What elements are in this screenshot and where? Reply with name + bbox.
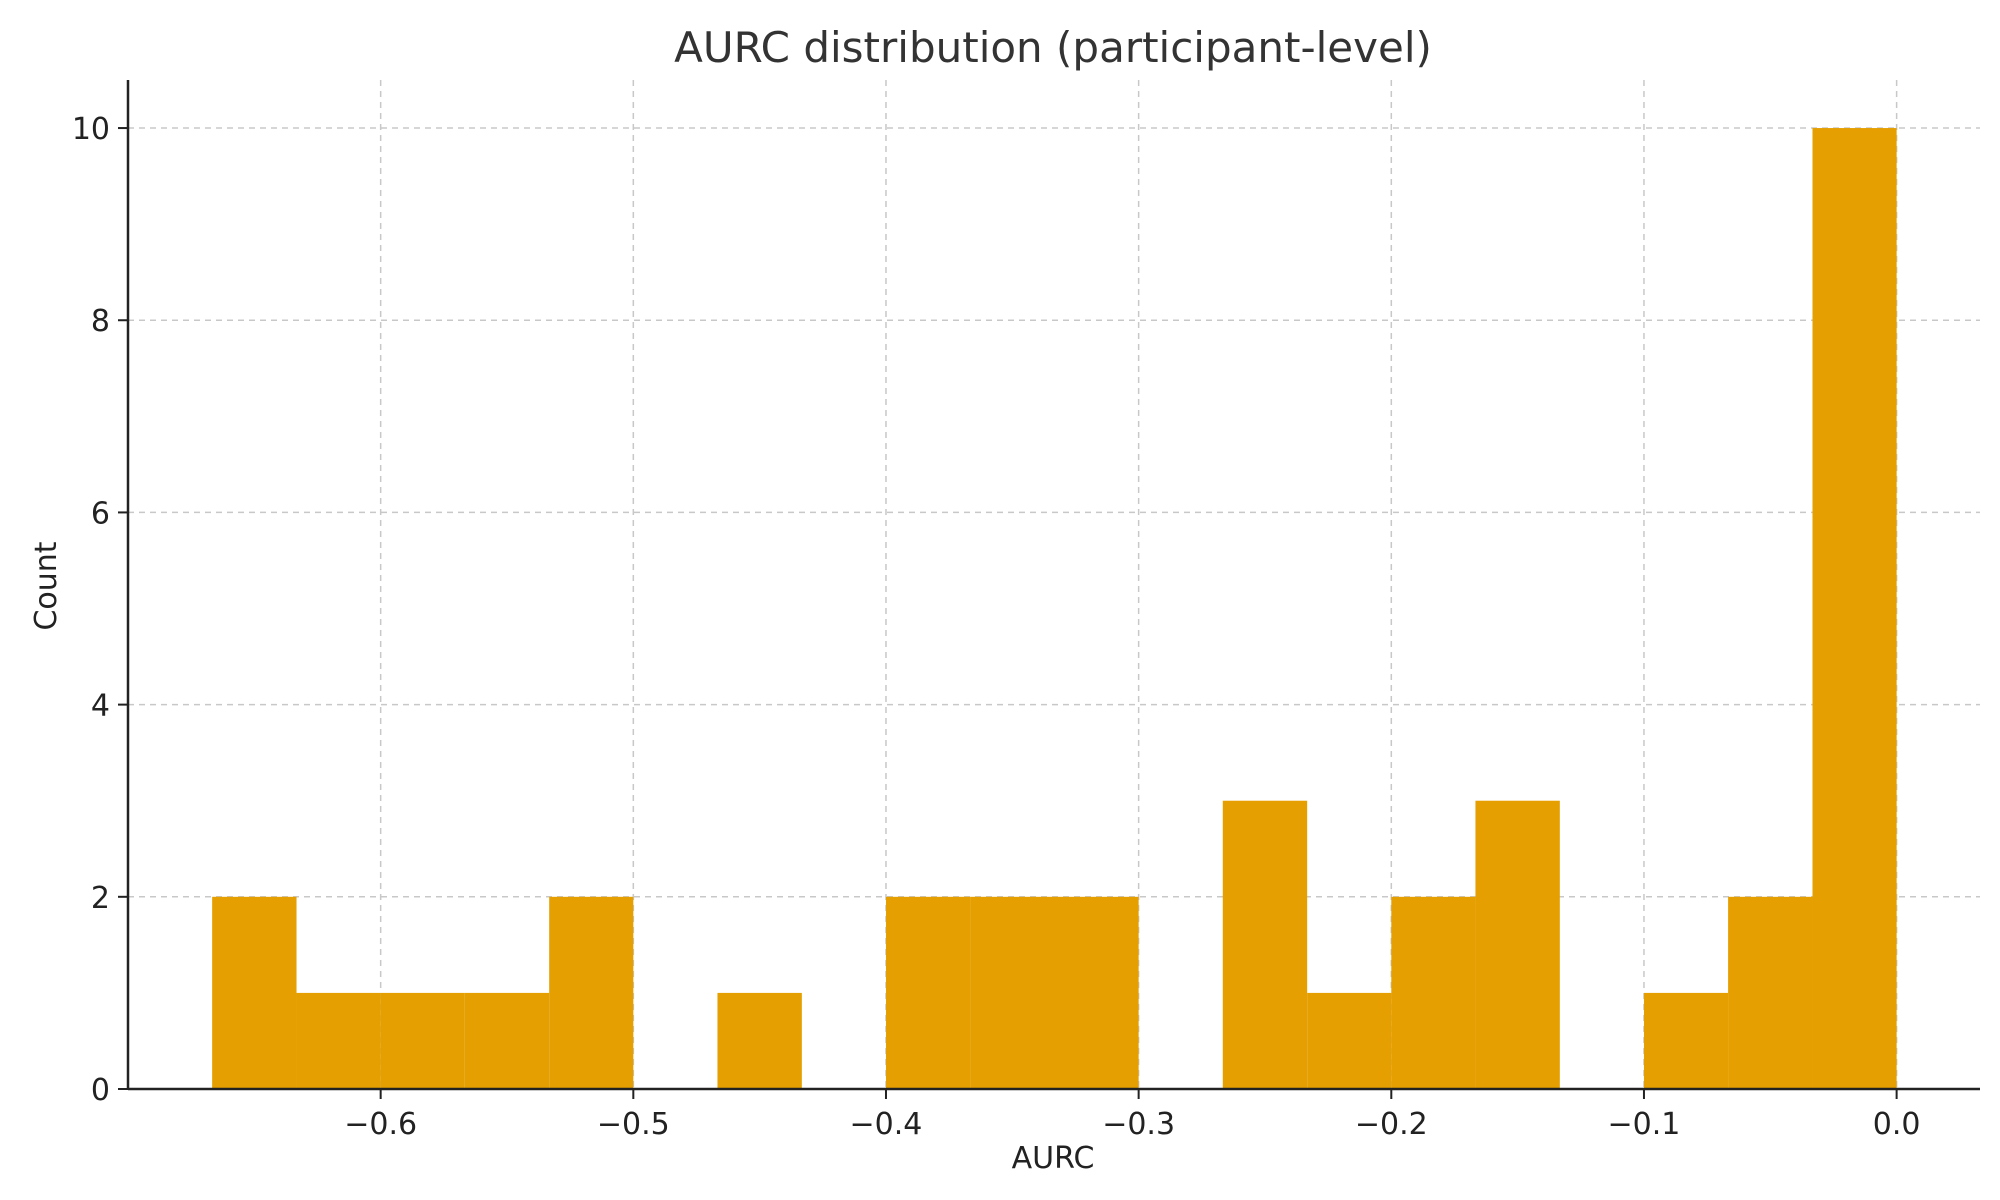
x-tick-label: 0.0	[1873, 1107, 1921, 1142]
y-tick-label: 0	[91, 1073, 110, 1108]
histogram-bar	[1391, 896, 1476, 1089]
y-tick-label: 8	[91, 304, 110, 339]
histogram-bar	[212, 896, 297, 1089]
x-tick-label: −0.4	[850, 1107, 923, 1142]
histogram-bars	[212, 128, 1897, 1090]
histogram-bar	[296, 992, 381, 1089]
x-tick-label: −0.6	[344, 1107, 417, 1142]
histogram-bar	[1728, 896, 1813, 1089]
x-tick-label: −0.3	[1102, 1107, 1175, 1142]
histogram-bar	[464, 992, 550, 1089]
axes	[126, 80, 1980, 1091]
histogram-bar	[1222, 800, 1308, 1089]
x-tick-label: −0.5	[597, 1107, 670, 1142]
histogram-bar	[1475, 800, 1560, 1089]
histogram-bar	[1643, 992, 1729, 1089]
axis-ticks: −0.6 −0.5 −0.4 −0.3 −0.2 −0.1 0.0 0 2 4 6 8 10	[72, 112, 1921, 1142]
x-tick-label: −0.1	[1608, 1107, 1681, 1142]
histogram-bar	[885, 896, 971, 1089]
x-axis-label: AURC	[1012, 1141, 1095, 1176]
histogram-bar	[549, 896, 634, 1089]
y-axis-label: Count	[29, 541, 64, 630]
y-tick-label: 2	[91, 881, 110, 916]
histogram-bar	[970, 896, 1055, 1089]
y-tick-label: 4	[91, 689, 110, 724]
x-tick-label: −0.2	[1355, 1107, 1428, 1142]
chart-title: AURC distribution (participant-level)	[674, 23, 1432, 72]
histogram-bar	[1054, 896, 1139, 1089]
histogram-bar	[1307, 992, 1392, 1089]
y-tick-label: 10	[72, 112, 110, 147]
y-tick-label: 6	[91, 496, 110, 531]
histogram-bar	[717, 992, 802, 1089]
histogram-bar	[1812, 128, 1897, 1090]
histogram-bar	[380, 992, 465, 1089]
